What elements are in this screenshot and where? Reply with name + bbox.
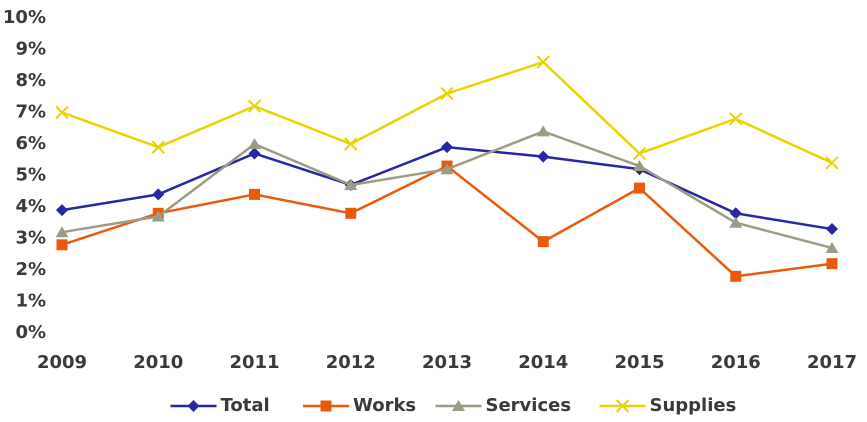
marker (440, 86, 454, 101)
marker (55, 105, 69, 120)
marker (825, 156, 839, 170)
y-tick-label: 0% (15, 322, 46, 343)
marker (632, 146, 647, 161)
marker (633, 160, 646, 172)
marker (247, 99, 262, 113)
marker (248, 138, 261, 149)
x-tick-label: 2011 (229, 352, 279, 373)
y-tick-label: 6% (15, 133, 46, 154)
marker (320, 400, 332, 412)
marker (536, 125, 550, 137)
marker (440, 163, 454, 175)
marker (56, 239, 68, 251)
y-tick-label: 7% (15, 102, 46, 123)
marker (248, 147, 261, 160)
x-tick-label: 2009 (37, 352, 87, 373)
marker (729, 216, 743, 228)
y-tick-label: 2% (15, 259, 46, 280)
marker (452, 400, 465, 411)
marker (152, 188, 165, 201)
legend-label: Services (486, 395, 572, 416)
marker (826, 258, 838, 270)
legend-label: Works (353, 395, 416, 416)
x-tick-label: 2014 (518, 352, 568, 373)
marker (151, 140, 165, 154)
x-tick-label: 2016 (711, 352, 761, 373)
marker (151, 210, 165, 222)
marker (536, 55, 550, 69)
x-tick-label: 2013 (422, 352, 472, 373)
marker (729, 207, 742, 220)
y-tick-label: 8% (15, 70, 46, 91)
legend-label: Supplies (650, 395, 737, 416)
x-tick-label: 2012 (326, 352, 376, 373)
y-tick-label: 4% (15, 196, 46, 217)
marker (249, 188, 260, 200)
marker (826, 223, 838, 236)
marker (55, 226, 69, 238)
marker (634, 182, 645, 194)
x-tick-label: 2010 (133, 352, 183, 373)
marker (730, 270, 742, 282)
series-line (61, 145, 833, 231)
marker (344, 137, 358, 151)
marker (441, 141, 453, 154)
marker (56, 204, 68, 217)
marker (344, 178, 358, 190)
y-tick-label: 10% (3, 7, 46, 28)
marker (825, 241, 839, 253)
marker (615, 399, 630, 413)
marker (345, 207, 357, 219)
x-tick-label: 2017 (807, 352, 857, 373)
x-tick-label: 2015 (614, 352, 664, 373)
series-line (61, 164, 833, 278)
marker (187, 400, 200, 412)
y-tick-label: 3% (15, 228, 46, 249)
marker (537, 150, 550, 163)
y-tick-label: 5% (15, 165, 46, 186)
y-tick-label: 9% (15, 39, 46, 60)
marker (537, 236, 549, 248)
y-tick-label: 1% (15, 291, 46, 312)
marker (729, 112, 743, 126)
legend-label: Total (221, 395, 270, 416)
